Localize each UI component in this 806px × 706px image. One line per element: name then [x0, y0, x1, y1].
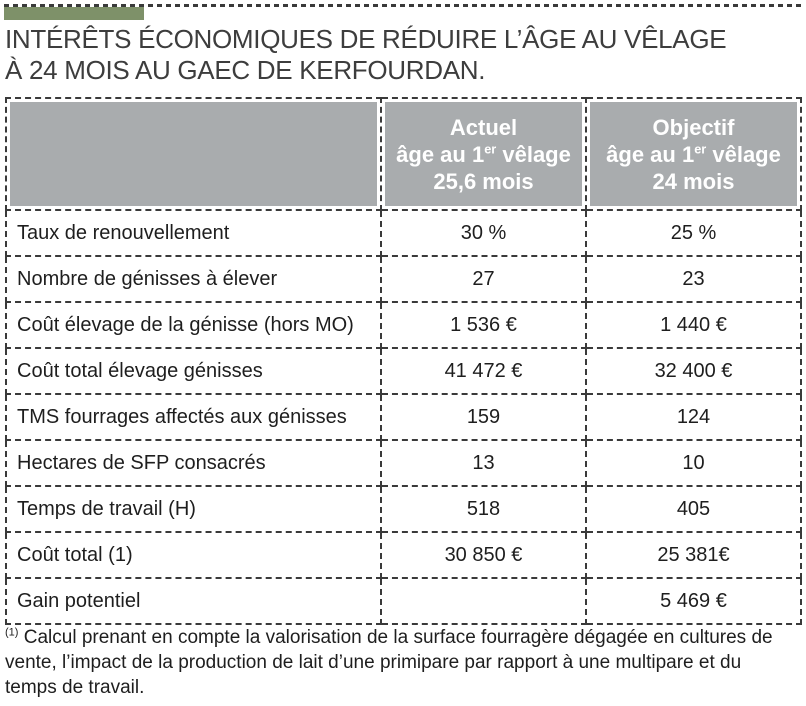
header-objectif-line1: Objectif	[652, 114, 735, 140]
header-actuel-line2-sup: er	[484, 141, 497, 157]
header-actuel-line2-pre: âge au 1	[396, 141, 485, 167]
row-value-actuel: 518	[380, 485, 587, 533]
header-actuel-line3: 25,6 mois	[433, 168, 534, 194]
table-header-row: Actuel âge au 1er vêlage 25,6 mois Objec…	[5, 97, 802, 211]
header-objectif-line2: âge au 1er vêlage	[590, 141, 797, 168]
table-row: Coût élevage de la génisse (hors MO) 1 5…	[5, 301, 802, 349]
header-objectif-line3: 24 mois	[652, 168, 735, 194]
row-value-objectif: 1 440 €	[585, 301, 802, 349]
row-value-actuel: 13	[380, 439, 587, 487]
table-row: Nombre de génisses à élever 27 23	[5, 255, 802, 303]
row-value-actuel: 41 472 €	[380, 347, 587, 395]
footnote-marker: (1)	[5, 626, 19, 639]
row-value-objectif: 5 469 €	[585, 577, 802, 625]
row-value-objectif: 32 400 €	[585, 347, 802, 395]
row-value-actuel: 27	[380, 255, 587, 303]
table-row: TMS fourrages affectés aux génisses 159 …	[5, 393, 802, 441]
row-label: Taux de renouvellement	[5, 209, 382, 257]
row-label: Coût total élevage génisses	[5, 347, 382, 395]
row-value-objectif: 405	[585, 485, 802, 533]
table-row: Coût total élevage génisses 41 472 € 32 …	[5, 347, 802, 395]
page-title: INTÉRÊTS ÉCONOMIQUES DE RÉDUIRE L’ÂGE AU…	[5, 24, 803, 86]
row-label: TMS fourrages affectés aux génisses	[5, 393, 382, 441]
olive-accent-bar	[4, 7, 144, 20]
header-objectif-line2-pre: âge au 1	[606, 141, 695, 167]
row-value-objectif: 25 381€	[585, 531, 802, 579]
row-label: Temps de travail (H)	[5, 485, 382, 533]
row-label: Hectares de SFP consacrés	[5, 439, 382, 487]
header-objectif: Objectif âge au 1er vêlage 24 mois	[585, 97, 802, 211]
row-value-actuel: 1 536 €	[380, 301, 587, 349]
table-row: Coût total (1) 30 850 € 25 381€	[5, 531, 802, 579]
row-label: Gain potentiel	[5, 577, 382, 625]
row-value-objectif: 124	[585, 393, 802, 441]
row-value-actuel: 30 850 €	[380, 531, 587, 579]
row-value-objectif: 23	[585, 255, 802, 303]
table-row: Gain potentiel 5 469 €	[5, 577, 802, 625]
row-label: Nombre de génisses à élever	[5, 255, 382, 303]
row-label: Coût total (1)	[5, 531, 382, 579]
row-value-actuel: 30 %	[380, 209, 587, 257]
table-row: Hectares de SFP consacrés 13 10	[5, 439, 802, 487]
footnote: (1) Calcul prenant en compte la valorisa…	[5, 625, 793, 700]
header-actuel: Actuel âge au 1er vêlage 25,6 mois	[380, 97, 587, 211]
row-label: Coût élevage de la génisse (hors MO)	[5, 301, 382, 349]
header-actuel-line2-post: vêlage	[496, 141, 571, 167]
row-value-actuel	[380, 577, 587, 625]
page-title-line2: À 24 MOIS AU GAEC DE KERFOURDAN.	[5, 55, 486, 85]
top-dashed-rule	[4, 4, 802, 7]
header-empty-cell	[5, 97, 382, 211]
table-row: Taux de renouvellement 30 % 25 %	[5, 209, 802, 257]
table-row: Temps de travail (H) 518 405	[5, 485, 802, 533]
header-actuel-line1: Actuel	[449, 114, 518, 140]
row-value-actuel: 159	[380, 393, 587, 441]
row-value-objectif: 25 %	[585, 209, 802, 257]
page-title-line1: INTÉRÊTS ÉCONOMIQUES DE RÉDUIRE L’ÂGE AU…	[5, 24, 727, 54]
footnote-text: Calcul prenant en compte la valorisation…	[5, 627, 773, 698]
row-value-objectif: 10	[585, 439, 802, 487]
header-objectif-line2-sup: er	[694, 141, 707, 157]
economics-table: Actuel âge au 1er vêlage 25,6 mois Objec…	[5, 97, 802, 625]
header-actuel-line2: âge au 1er vêlage	[385, 141, 582, 168]
header-objectif-line2-post: vêlage	[706, 141, 781, 167]
economics-table-wrap: Actuel âge au 1er vêlage 25,6 mois Objec…	[5, 97, 802, 625]
